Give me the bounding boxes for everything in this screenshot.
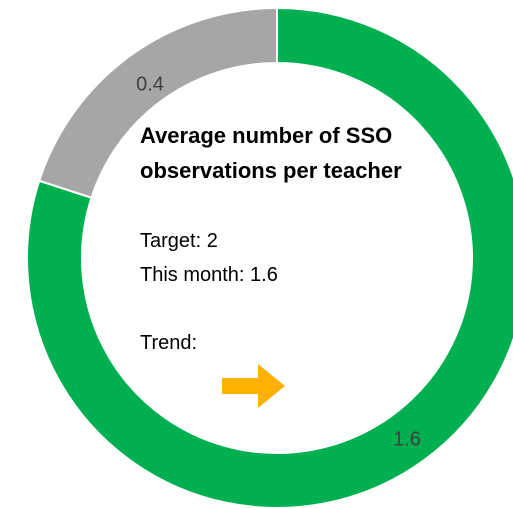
donut-segment xyxy=(26,6,513,508)
center-text: Average number of SSO observations per t… xyxy=(140,118,450,360)
annotation: Trend: xyxy=(140,332,198,354)
data-label: 1.6 xyxy=(393,428,421,450)
annotation: Target: 2 xyxy=(140,230,218,252)
chart-title: Average number of SSO observations per t… xyxy=(140,123,402,183)
donut-segment xyxy=(37,6,278,200)
annotation: This month: 1.6 xyxy=(140,264,278,286)
data-label: 0.4 xyxy=(136,73,164,95)
